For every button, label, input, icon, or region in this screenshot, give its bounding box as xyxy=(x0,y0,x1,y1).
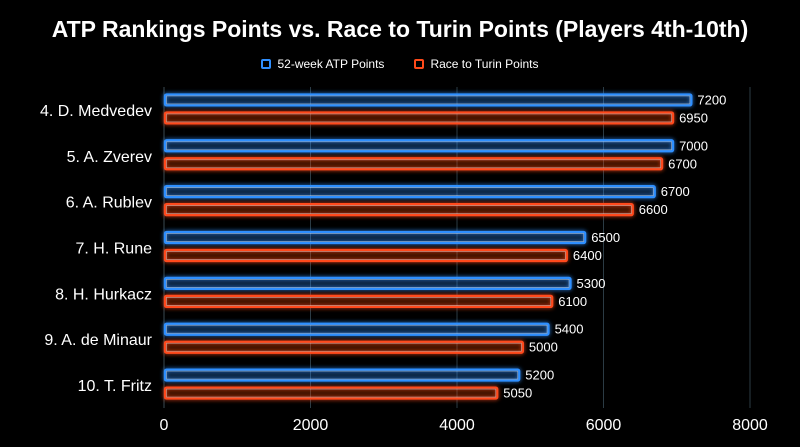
data-label-atp-4: 5300 xyxy=(577,276,606,291)
bar-highlight-atp-4 xyxy=(166,279,570,288)
bar-highlight-race-4 xyxy=(166,297,552,306)
bar-highlight-race-1 xyxy=(166,159,661,169)
bar-highlight-race-5 xyxy=(166,342,522,352)
data-label-atp-0: 7200 xyxy=(697,92,726,107)
bar-highlight-atp-5 xyxy=(166,324,548,334)
data-label-race-4: 6100 xyxy=(558,294,587,309)
legend-label-race: Race to Turin Points xyxy=(430,57,539,71)
bar-highlight-race-2 xyxy=(166,205,632,214)
x-tick-label-8000: 8000 xyxy=(732,417,768,434)
data-label-race-3: 6400 xyxy=(573,248,602,263)
bar-highlight-atp-1 xyxy=(166,141,672,151)
x-tick-label-4000: 4000 xyxy=(439,417,475,434)
category-label-0: 4. D. Medvedev xyxy=(40,103,152,120)
category-label-4: 8. H. Hurkacz xyxy=(55,286,152,303)
data-label-race-5: 5000 xyxy=(529,340,558,355)
bar-highlight-atp-3 xyxy=(166,233,585,242)
bar-race-5 xyxy=(163,340,525,354)
bar-race-0 xyxy=(163,111,675,125)
data-label-atp-2: 6700 xyxy=(661,184,690,199)
bar-atp-0 xyxy=(163,93,693,107)
legend-item-atp: 52-week ATP Points xyxy=(261,57,384,71)
bar-highlight-atp-6 xyxy=(166,370,519,380)
bar-atp-1 xyxy=(163,139,675,153)
data-label-race-1: 6700 xyxy=(668,156,697,171)
legend-label-atp: 52-week ATP Points xyxy=(277,57,385,71)
data-label-atp-6: 5200 xyxy=(525,368,554,383)
data-label-race-2: 6600 xyxy=(639,202,668,217)
legend-swatch-race xyxy=(414,59,425,69)
category-label-1: 5. A. Zverev xyxy=(67,149,152,166)
bar-race-6 xyxy=(163,386,499,400)
data-label-atp-5: 5400 xyxy=(555,322,584,337)
chart-title: ATP Rankings Points vs. Race to Turin Po… xyxy=(51,16,749,42)
bar-race-4 xyxy=(163,294,554,308)
legend: 52-week ATP Points Race to Turin Points xyxy=(0,57,800,71)
bar-atp-4 xyxy=(163,276,572,290)
x-tick-label-2000: 2000 xyxy=(293,417,329,434)
bar-highlight-race-6 xyxy=(166,388,497,398)
category-label-6: 10. T. Fritz xyxy=(78,378,152,395)
data-label-race-0: 6950 xyxy=(679,110,708,125)
bar-atp-6 xyxy=(163,368,521,382)
legend-swatch-atp xyxy=(261,59,272,69)
x-tick-label-6000: 6000 xyxy=(586,417,622,434)
bar-highlight-atp-2 xyxy=(166,187,654,196)
bar-race-1 xyxy=(163,157,664,171)
category-label-5: 9. A. de Minaur xyxy=(44,332,152,349)
bar-highlight-race-3 xyxy=(166,251,566,260)
category-label-3: 7. H. Rune xyxy=(76,241,153,258)
data-label-atp-1: 7000 xyxy=(679,138,708,153)
category-label-2: 6. A. Rublev xyxy=(66,195,152,212)
legend-item-race: Race to Turin Points xyxy=(414,57,539,71)
bar-race-2 xyxy=(163,203,634,217)
bar-highlight-atp-0 xyxy=(166,95,691,105)
x-tick-label-0: 0 xyxy=(160,417,169,434)
bar-atp-2 xyxy=(163,185,656,199)
bar-atp-5 xyxy=(163,322,550,336)
bar-atp-3 xyxy=(163,230,587,245)
data-label-race-6: 5050 xyxy=(503,386,532,401)
bar-race-3 xyxy=(163,248,568,263)
bar-highlight-race-0 xyxy=(166,113,672,123)
data-label-atp-3: 6500 xyxy=(591,230,620,245)
